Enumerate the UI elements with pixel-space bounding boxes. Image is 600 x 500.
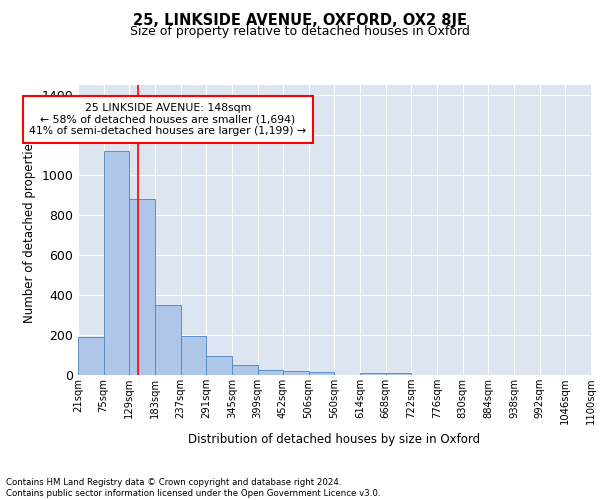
- Text: 25 LINKSIDE AVENUE: 148sqm
← 58% of detached houses are smaller (1,694)
41% of s: 25 LINKSIDE AVENUE: 148sqm ← 58% of deta…: [29, 103, 307, 136]
- Bar: [283, 370, 308, 375]
- Bar: [130, 199, 155, 375]
- Text: Size of property relative to detached houses in Oxford: Size of property relative to detached ho…: [130, 25, 470, 38]
- Bar: [181, 336, 206, 375]
- Text: Contains HM Land Registry data © Crown copyright and database right 2024.
Contai: Contains HM Land Registry data © Crown c…: [6, 478, 380, 498]
- Bar: [78, 337, 104, 375]
- Bar: [258, 370, 283, 375]
- Bar: [232, 364, 258, 375]
- Bar: [308, 372, 334, 375]
- Text: 25, LINKSIDE AVENUE, OXFORD, OX2 8JE: 25, LINKSIDE AVENUE, OXFORD, OX2 8JE: [133, 12, 467, 28]
- Bar: [360, 372, 386, 375]
- Y-axis label: Number of detached properties: Number of detached properties: [23, 137, 36, 323]
- Bar: [206, 356, 232, 375]
- Bar: [104, 151, 130, 375]
- Bar: [155, 305, 181, 375]
- X-axis label: Distribution of detached houses by size in Oxford: Distribution of detached houses by size …: [188, 432, 481, 446]
- Bar: [386, 372, 411, 375]
